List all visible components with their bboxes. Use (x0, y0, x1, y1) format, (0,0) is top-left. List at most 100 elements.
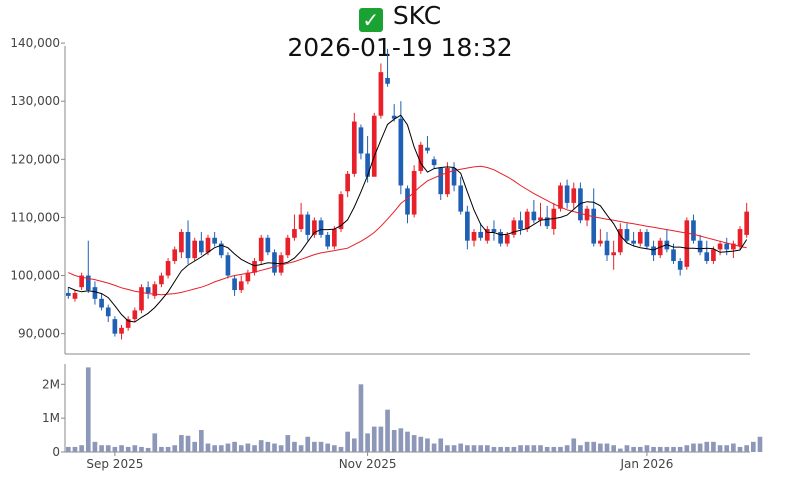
volume-bar (172, 445, 178, 452)
candle-body (504, 234, 510, 244)
candle-body (245, 272, 251, 282)
volume-bar (105, 445, 111, 452)
volume-bar (278, 445, 284, 452)
volume-bar (418, 436, 424, 452)
candle-body (631, 240, 636, 244)
candle-body (564, 185, 570, 203)
volume-bar (351, 438, 357, 452)
volume-bar (232, 441, 237, 452)
candle-body (677, 261, 683, 270)
volume-bar (371, 426, 377, 452)
candle-body (252, 261, 257, 273)
volume-bar (651, 446, 656, 452)
candle-body (305, 214, 311, 235)
candle-body (285, 237, 291, 256)
volume-bar (365, 433, 370, 452)
candle-body (671, 249, 676, 262)
volume-bar (145, 447, 151, 452)
candle-body (711, 249, 716, 262)
title-symbol-line: ✓ SKC (0, 0, 800, 32)
candle-body (445, 168, 450, 195)
candle-body (125, 319, 131, 328)
chart-title-block: ✓ SKC 2026-01-19 18:32 (0, 0, 800, 64)
volume-bar (252, 445, 257, 452)
volume-bar (598, 443, 603, 452)
volume-bar (524, 445, 530, 452)
volume-bar (724, 445, 730, 452)
volume-bar (238, 445, 244, 452)
volume-bar (318, 441, 324, 452)
volume-bar (544, 446, 550, 452)
candle-body (312, 220, 317, 235)
volume-bar (405, 431, 410, 452)
candle-body (205, 237, 211, 253)
volume-bar (385, 409, 390, 452)
candle-body (637, 231, 643, 244)
candle-body (72, 292, 78, 299)
candle-body (292, 229, 297, 238)
volume-bar (458, 443, 464, 452)
candle-body (192, 240, 198, 259)
candle-body (132, 310, 138, 320)
volume-bar (185, 435, 191, 452)
volume-bar (504, 446, 510, 452)
volume-bar (431, 443, 437, 452)
candle-body (119, 327, 124, 334)
volume-bar (757, 436, 763, 452)
candle-body (298, 214, 304, 230)
volume-bar (478, 445, 483, 452)
candle-body (318, 220, 324, 235)
candle-body (258, 237, 264, 262)
candle-body (657, 240, 663, 256)
volume-y-tick-label: 1M (42, 411, 60, 425)
timestamp-label: 2026-01-19 18:32 (287, 33, 513, 62)
volume-bar (637, 446, 643, 452)
volume-bar (677, 446, 683, 452)
volume-bar (285, 435, 291, 452)
candle-body (212, 237, 217, 244)
candle-body (139, 287, 144, 311)
volume-bar (345, 431, 350, 452)
volume-bar (199, 430, 204, 452)
candle-body (345, 173, 350, 192)
candle-body (644, 231, 650, 247)
volume-bar (684, 445, 690, 452)
volume-bar (644, 445, 650, 452)
volume-bar (292, 441, 297, 452)
candle-body (558, 185, 563, 209)
volume-bar (591, 441, 597, 452)
candle-body (112, 319, 118, 334)
candle-body (159, 275, 164, 285)
volume-bar (750, 441, 756, 452)
volume-bar (657, 446, 663, 452)
volume-bar (205, 443, 211, 452)
candle-body (378, 72, 384, 116)
candle-body (471, 231, 477, 241)
volume-bar (358, 384, 364, 452)
volume-y-tick-label: 0 (52, 445, 60, 459)
volume-bar (305, 436, 311, 452)
volume-bar (325, 443, 331, 452)
volume-bar (491, 446, 497, 452)
candle-body (325, 234, 331, 247)
volume-bar (531, 445, 537, 452)
candle-body (611, 252, 616, 256)
candle-body (524, 211, 530, 230)
volume-bar (85, 367, 91, 452)
candle-body (598, 240, 603, 244)
volume-bar (338, 446, 344, 452)
candle-body (724, 243, 730, 250)
candle-body (405, 188, 410, 215)
volume-bar (671, 446, 676, 452)
volume-bar (139, 446, 144, 452)
volume-bar (218, 445, 224, 452)
candle-body (85, 275, 91, 291)
candle-body (391, 115, 397, 119)
candle-body (697, 240, 703, 253)
candle-body (99, 298, 104, 308)
candle-body (425, 147, 430, 151)
volume-bar (604, 443, 610, 452)
candle-body (478, 231, 483, 238)
candle-body (172, 249, 178, 262)
